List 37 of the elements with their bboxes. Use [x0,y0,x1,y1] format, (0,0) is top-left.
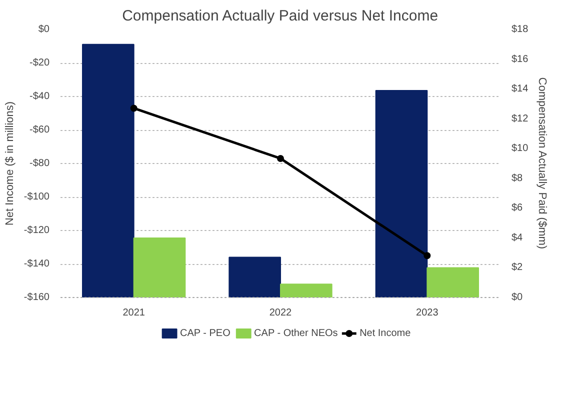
point [130,104,138,112]
y-tick-label: -$20 [29,58,50,68]
y2-tick-label: $10 [512,143,529,154]
bar [375,90,428,298]
legend-label: CAP - PEO [180,328,231,339]
y-tick-label: -$80 [29,158,50,169]
y-tick-label: -$100 [24,192,50,202]
chart-title: Compensation Actually Paid versus Net Income [122,8,438,24]
y2-tick-label: $4 [512,232,524,244]
y-tick-label: -$160 [24,292,50,303]
bar [426,267,479,298]
y2-axis-title: Compensation Actually Paid ($mm) [536,77,548,250]
x-tick-label: 2022 [269,308,292,318]
y2-tick-label: $0 [512,292,524,303]
legend-label: CAP - Other NEOs [254,328,338,339]
legend-label: Net Income [360,328,412,339]
y2-tick-label: $14 [512,84,529,95]
y2-tick-label: $6 [512,202,524,214]
y2-tick-label: $18 [512,24,529,35]
bar [133,237,186,298]
y2-tick-label: $16 [512,54,529,65]
y-tick-label: -$60 [29,124,50,136]
y2-tick-label: $2 [512,262,524,274]
y2-tick-label: $12 [512,113,529,124]
y2-tick-label: $8 [512,172,524,184]
x-tick-label: 2021 [122,308,146,318]
y-tick-label: $0 [38,24,50,35]
bar [82,44,134,298]
y-tick-label: -$120 [24,225,50,236]
bar [280,284,332,298]
x-tick-label: 2023 [416,308,439,318]
y-axis-title: Net Income ($ in millions) [4,101,16,226]
point [424,252,431,260]
point [277,154,284,162]
y-tick-label: -$140 [24,258,50,270]
bar [228,256,281,298]
y-tick-label: -$40 [29,91,50,102]
